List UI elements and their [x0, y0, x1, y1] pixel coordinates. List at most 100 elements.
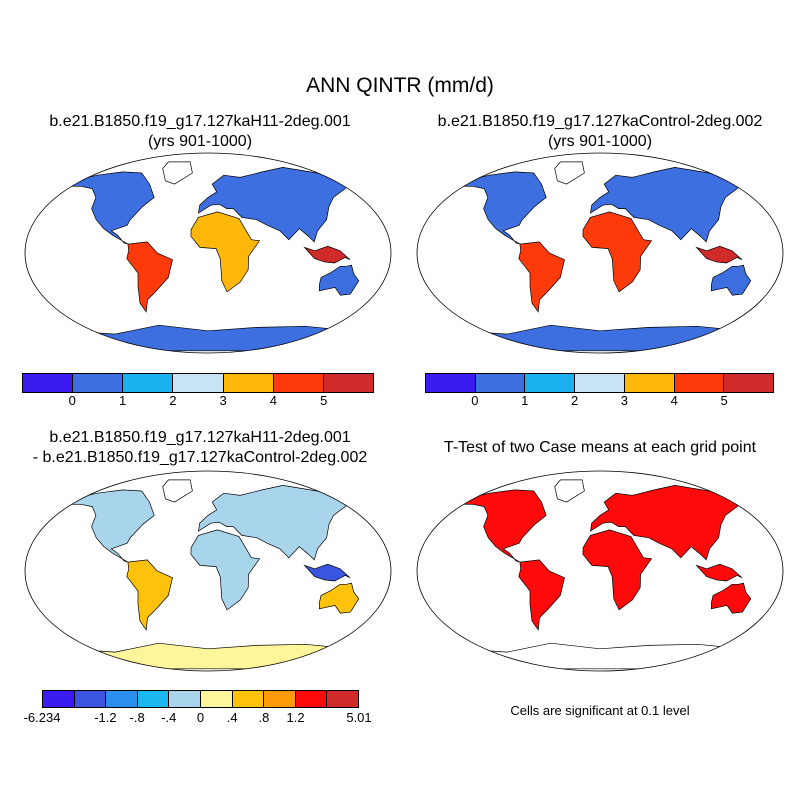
panel-title-top-right: b.e21.B1850.f19_g17.127kaControl-2deg.00… [400, 112, 800, 152]
panel-title-line1: T-Test of two Case means at each grid po… [443, 439, 757, 456]
colorbar-tick-label: 3 [620, 393, 629, 408]
landmass-northAmerica [67, 171, 155, 245]
colorbar-tick-label: 1 [521, 393, 529, 408]
panel-title-line2: - b.e21.B1850.f19_g17.127kaControl-2deg.… [32, 449, 368, 466]
colorbar-tick-label: 5.01 [346, 710, 372, 725]
landmass-australia [318, 264, 360, 296]
colorbar-swatch [43, 691, 75, 707]
colorbar-tick-label: -.8 [129, 710, 145, 725]
colorbar-tick-label: 4 [670, 393, 678, 408]
panel-title-line1: b.e21.B1850.f19_g17.127kaH11-2deg.001 [49, 429, 351, 446]
landmass-antarctica [64, 642, 352, 670]
colorbar-tick-label: -6.234 [23, 710, 61, 725]
colorbar-tick-label: .4 [226, 710, 238, 725]
landmass-southAmerica [126, 241, 173, 313]
panel-title-bottom-right: T-Test of two Case means at each grid po… [400, 438, 800, 458]
landmass-australia [318, 582, 360, 614]
colorbar-tick-label: 1.2 [286, 710, 305, 725]
panel-title-bottom-left: b.e21.B1850.f19_g17.127kaH11-2deg.001 - … [0, 428, 400, 468]
colorbar-control: 0 1 2 3 4 5 [425, 373, 774, 408]
landmass-africa [190, 529, 261, 611]
colorbar-swatch [232, 691, 265, 707]
landmass-africa [582, 211, 653, 293]
landmass-maritime [695, 563, 743, 582]
colorbar-swatch [74, 691, 107, 707]
landmass-eurasia [198, 167, 355, 243]
panel-title-line2: (yrs 901-1000) [547, 133, 653, 150]
colorbar-tick-label: -1.2 [94, 710, 117, 725]
colorbar-cells [425, 373, 774, 393]
landmass-southAmerica [126, 559, 173, 631]
colorbar-swatch [426, 374, 476, 392]
landmass-southAmerica [518, 241, 565, 313]
landmass-africa [190, 211, 261, 293]
landmass-eurasia [590, 167, 747, 243]
landmass-australia [710, 582, 752, 614]
landmass-greenland [554, 479, 585, 503]
landmass-maritime [303, 563, 351, 582]
globe-outline [24, 152, 392, 354]
colorbar-cells [42, 690, 359, 708]
colorbar-swatch [674, 374, 725, 392]
colorbar-tick-label: 5 [320, 393, 328, 408]
panel-title-line1: b.e21.B1850.f19_g17.127kaH11-2deg.001 [49, 113, 351, 130]
landmass-australia [710, 264, 752, 296]
landmass-northAmerica [67, 489, 155, 563]
landmass-antarctica [456, 324, 744, 352]
colorbar-swatch [200, 691, 233, 707]
panel-title-line2: (yrs 901-1000) [147, 133, 253, 150]
landmass-northAmerica [459, 171, 547, 245]
landmass-greenland [554, 161, 585, 185]
colorbar-swatch [264, 691, 296, 707]
colorbar-tick-label: 0 [196, 710, 205, 725]
colorbar-h11: 0 1 2 3 4 5 [22, 373, 374, 408]
colorbar-swatch [137, 691, 170, 707]
colorbar-swatch [327, 691, 358, 707]
panel-title-line1: b.e21.B1850.f19_g17.127kaControl-2deg.00… [437, 113, 763, 130]
colorbar-swatch [123, 374, 174, 392]
colorbar-swatch [23, 374, 74, 392]
landmass-eurasia [198, 485, 355, 561]
colorbar-swatch [323, 374, 373, 392]
colorbar-tick-label: 3 [219, 393, 227, 408]
colorbar-tick-label: 1 [118, 393, 127, 408]
colorbar-swatch [106, 691, 138, 707]
colorbar-cells [22, 373, 374, 393]
landmass-maritime [303, 245, 351, 264]
globe-outline [24, 470, 392, 672]
colorbar-swatch [624, 374, 675, 392]
colorbar-tick-label: 0 [68, 393, 76, 408]
landmass-antarctica [64, 324, 352, 352]
figure-title: ANN QINTR (mm/d) [306, 74, 494, 97]
map-panel-difference [24, 470, 392, 672]
colorbar-swatch [295, 691, 328, 707]
colorbar-tick-label: 2 [570, 393, 579, 408]
colorbar-tick-label: 2 [169, 393, 177, 408]
colorbar-swatch [273, 374, 324, 392]
landmass-eurasia [590, 485, 747, 561]
significance-note: Cells are significant at 0.1 level [510, 703, 690, 718]
globe-outline [416, 152, 784, 354]
colorbar-difference: -6.234 -1.2 -.8 -.4 0 .4 .8 1.2 5.01 [24, 690, 372, 725]
landmass-northAmerica [459, 489, 547, 563]
colorbar-swatch [173, 374, 224, 392]
colorbar-tick-label: 0 [471, 393, 479, 408]
colorbar-swatch [724, 374, 774, 392]
panel-title-top-left: b.e21.B1850.f19_g17.127kaH11-2deg.001 (y… [0, 112, 400, 152]
landmass-africa [582, 529, 653, 611]
landmass-antarctica [456, 642, 744, 670]
colorbar-swatch [169, 691, 201, 707]
colorbar-tick-label: 5 [720, 393, 728, 408]
colorbar-swatch [223, 374, 274, 392]
landmass-maritime [695, 245, 743, 264]
colorbar-swatch [73, 374, 124, 392]
landmass-southAmerica [518, 559, 565, 631]
map-panel-h11 [24, 152, 392, 354]
colorbar-swatch [475, 374, 526, 392]
map-panel-control [416, 152, 784, 354]
landmass-greenland [162, 161, 193, 185]
globe-outline [416, 470, 784, 672]
colorbar-tick-label: .8 [258, 710, 270, 725]
colorbar-swatch [525, 374, 576, 392]
colorbar-tick-label: -.4 [161, 710, 177, 725]
